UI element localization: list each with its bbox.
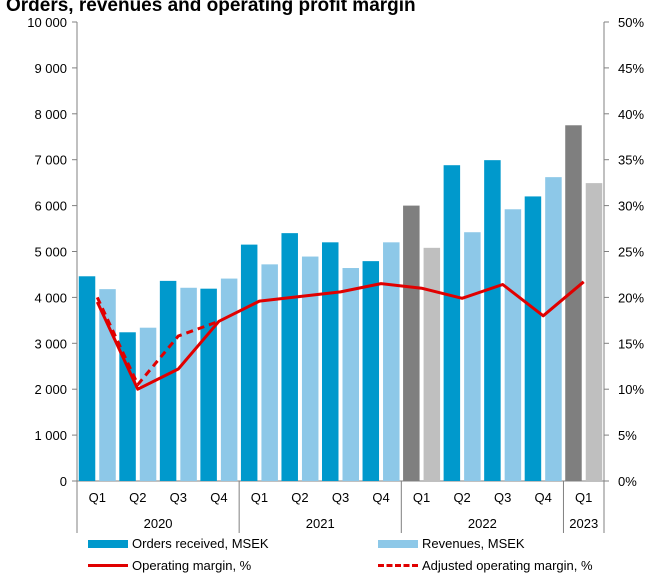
y-left-tick-label: 9 000	[34, 61, 67, 76]
legend-adjusted-margin-label: Adjusted operating margin, %	[422, 558, 593, 573]
x-year-label: 2022	[468, 516, 497, 531]
bar-revenues	[301, 256, 319, 481]
x-tick-label: Q3	[170, 490, 187, 505]
bar-revenues	[423, 247, 441, 481]
y-right-tick-label: 25%	[618, 245, 644, 260]
y-left-tick-label: 10 000	[27, 15, 67, 30]
x-tick-label: Q2	[129, 490, 146, 505]
bar-revenues	[585, 183, 603, 481]
bar-orders-received	[322, 242, 339, 481]
x-tick-label: Q1	[575, 490, 592, 505]
x-year-label: 2020	[144, 516, 173, 531]
legend-operating-margin: Operating margin, %	[88, 558, 251, 573]
bar-orders-received	[159, 280, 177, 481]
y-right-tick-label: 0%	[618, 474, 637, 489]
y-right-tick-label: 35%	[618, 153, 644, 168]
bar-orders-received	[443, 165, 461, 481]
legend-orders-swatch	[88, 539, 128, 548]
x-tick-label: Q1	[89, 490, 106, 505]
legend-revenues-label: Revenues, MSEK	[422, 536, 525, 551]
legend-revenues-swatch	[378, 539, 418, 548]
bar-orders-received	[362, 261, 380, 481]
y-left-tick-label: 0	[60, 474, 67, 489]
y-right-tick-label: 10%	[618, 382, 644, 397]
bar-revenues	[504, 209, 522, 481]
legend-adjusted-margin: Adjusted operating margin, %	[378, 558, 593, 573]
bar-orders-received	[484, 160, 501, 481]
bar-orders-received	[240, 244, 258, 481]
bar-orders-received	[524, 196, 542, 482]
x-year-label: 2021	[306, 516, 335, 531]
legend-orders-label: Orders received, MSEK	[132, 536, 269, 551]
y-right-tick-label: 20%	[618, 290, 644, 305]
x-year-label: 2023	[569, 516, 598, 531]
bar-revenues	[545, 177, 562, 481]
y-right-tick-label: 5%	[618, 428, 637, 443]
y-left-tick-label: 4 000	[34, 290, 67, 305]
bar-revenues	[99, 289, 116, 481]
bar-revenues	[139, 327, 157, 481]
y-left-tick-label: 8 000	[34, 107, 67, 122]
y-right-tick-label: 30%	[618, 199, 644, 214]
x-tick-label: Q1	[413, 490, 430, 505]
legend-operating-margin-swatch	[88, 564, 128, 567]
y-right-tick-label: 50%	[618, 15, 644, 30]
bar-orders-received	[78, 276, 96, 481]
bar-revenues	[180, 287, 197, 481]
x-tick-label: Q3	[332, 490, 349, 505]
x-tick-label: Q2	[453, 490, 470, 505]
y-left-tick-label: 1 000	[34, 428, 67, 443]
bar-revenues	[220, 278, 238, 481]
bar-orders-received	[403, 205, 420, 481]
bar-orders-received	[119, 332, 136, 481]
bar-orders-received	[565, 125, 582, 482]
y-left-tick-label: 7 000	[34, 153, 67, 168]
y-right-tick-label: 15%	[618, 336, 644, 351]
legend-orders: Orders received, MSEK	[88, 536, 269, 551]
bar-revenues	[342, 268, 359, 481]
bar-revenues	[464, 232, 481, 481]
legend-adjusted-margin-swatch	[378, 564, 418, 567]
legend-revenues: Revenues, MSEK	[378, 536, 525, 551]
x-tick-label: Q4	[210, 490, 227, 505]
line-adjusted-operating-margin	[95, 296, 220, 387]
bar-orders-received	[200, 288, 217, 481]
chart-title: Orders, revenues and operating profit ma…	[6, 0, 416, 16]
y-left-tick-label: 3 000	[34, 336, 67, 351]
y-right-tick-label: 40%	[618, 107, 644, 122]
y-left-tick-label: 5 000	[34, 245, 67, 260]
x-tick-label: Q4	[372, 490, 389, 505]
x-tick-label: Q1	[251, 490, 268, 505]
y-right-tick-label: 45%	[618, 61, 644, 76]
y-left-tick-label: 2 000	[34, 382, 67, 397]
bar-revenues	[383, 242, 400, 481]
bar-revenues	[261, 264, 278, 481]
x-tick-label: Q4	[535, 490, 552, 505]
legend-operating-margin-label: Operating margin, %	[132, 558, 252, 573]
x-tick-label: Q3	[494, 490, 511, 505]
x-tick-label: Q2	[291, 490, 308, 505]
line-operating-margin	[95, 280, 585, 391]
bar-orders-received	[281, 233, 298, 481]
y-left-tick-label: 6 000	[34, 199, 67, 214]
